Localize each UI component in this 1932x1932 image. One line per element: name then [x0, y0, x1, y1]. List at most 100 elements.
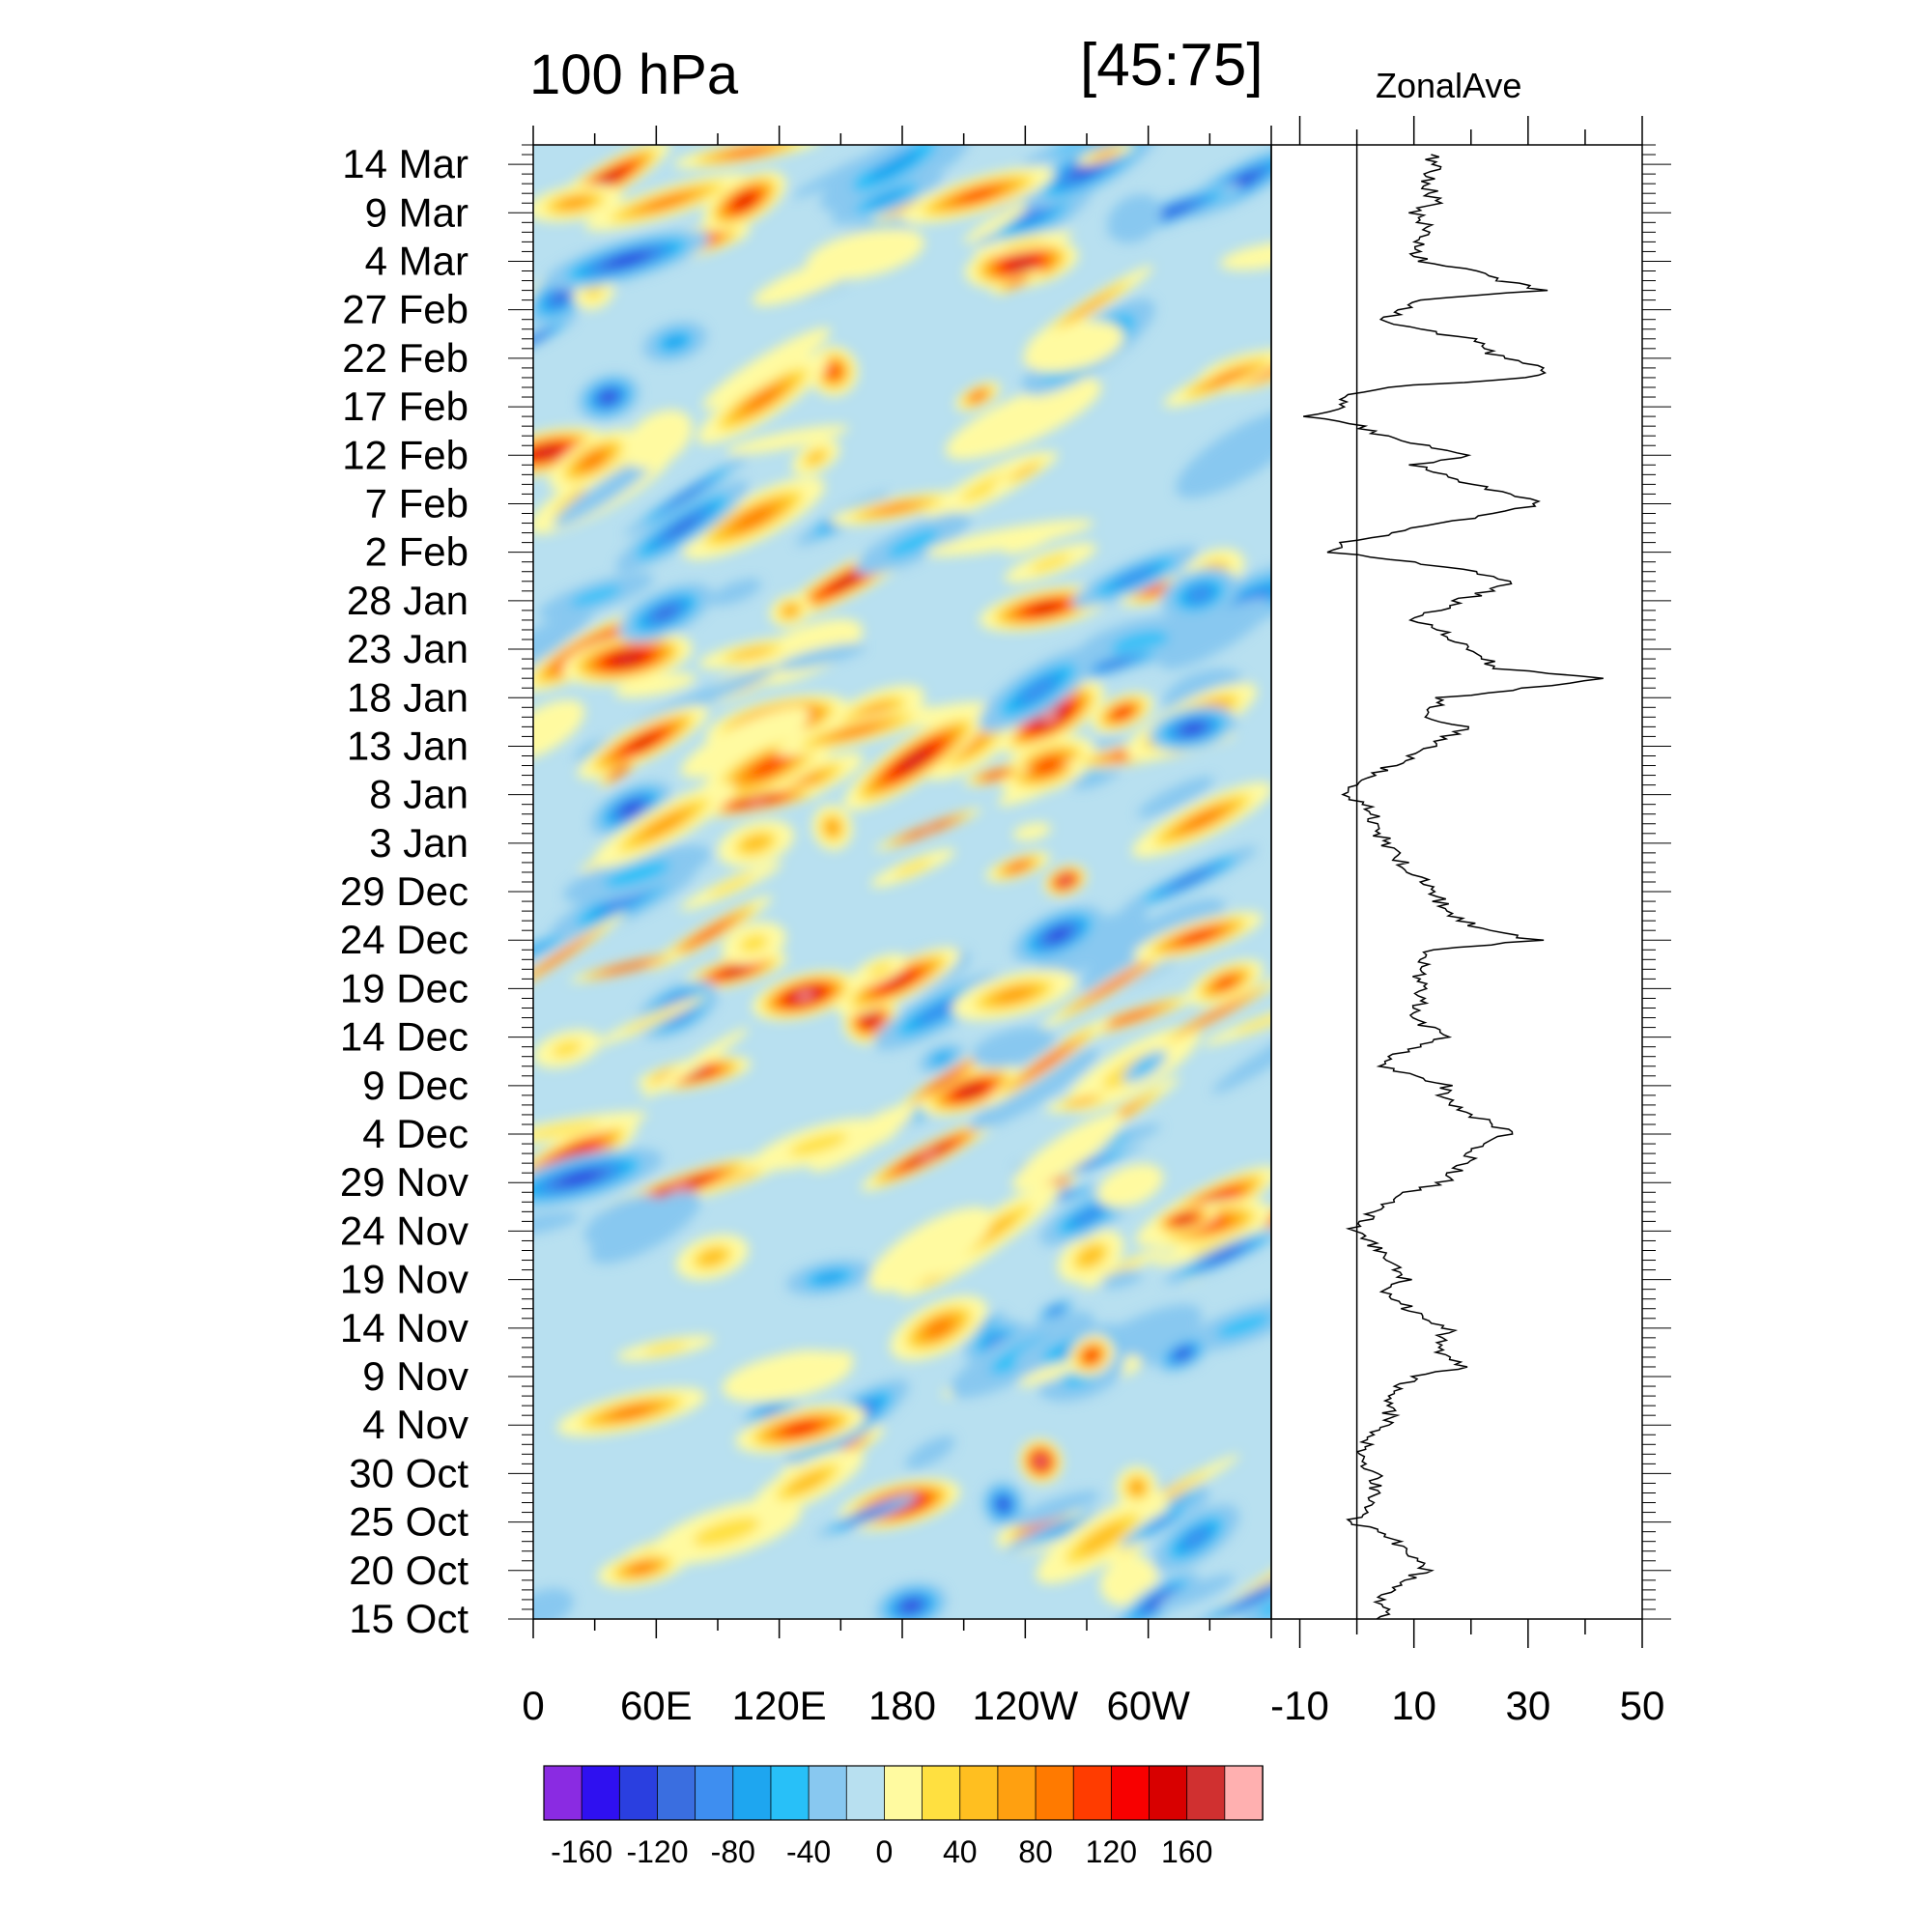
- colorbar-tick-label: -160: [551, 1834, 612, 1869]
- hovmoller-cell: [1211, 1249, 1237, 1262]
- hovmoller-cell: [570, 585, 622, 607]
- hovmoller-cell: [788, 1424, 813, 1434]
- hovmoller-cell: [1135, 1059, 1155, 1074]
- hovmoller-cell: [747, 388, 779, 411]
- colorbar-swatch: [732, 1765, 772, 1821]
- hovmoller-cell: [1177, 1350, 1189, 1358]
- hovmoller-cell: [1048, 928, 1068, 941]
- hovmoller-y-tick-label: 20 Oct: [349, 1548, 469, 1593]
- hovmoller-cell: [533, 607, 594, 688]
- hovmoller-cell: [545, 949, 571, 967]
- hovmoller-cell: [999, 1499, 1009, 1510]
- hovmoller-cell: [622, 803, 640, 815]
- hovmoller-y-tick-label: 29 Nov: [340, 1159, 469, 1205]
- hovmoller-y-tick-label: 24 Dec: [340, 917, 469, 962]
- hovmoller-cell: [632, 736, 655, 749]
- hovmoller-cell: [685, 1070, 703, 1077]
- hovmoller-cell: [926, 1320, 952, 1337]
- hovmoller-cell: [1010, 863, 1026, 870]
- hovmoller-cell: [1235, 1012, 1271, 1034]
- hovmoller-cell: [1216, 1314, 1271, 1338]
- chart-subtitle: [45:75]: [1080, 32, 1264, 99]
- hovmoller-cell: [789, 1132, 848, 1156]
- hovmoller-cell: [868, 149, 921, 182]
- hovmoller-cell: [797, 992, 812, 1000]
- hovmoller-cell: [736, 508, 772, 528]
- hovmoller-cell: [903, 1601, 920, 1611]
- hovmoller-x-tick-label: 120E: [732, 1683, 827, 1728]
- hovmoller-cell: [533, 1588, 574, 1619]
- hovmoller-cell: [584, 283, 604, 300]
- hovmoller-cell: [888, 976, 909, 987]
- colorbar-swatch: [618, 1765, 659, 1821]
- hovmoller-y-tick-label: 24 Nov: [340, 1208, 469, 1253]
- hovmoller-cell: [806, 228, 924, 280]
- hovmoller-cell: [838, 573, 861, 586]
- hovmoller-y-tick-label: 30 Oct: [349, 1450, 469, 1495]
- hovmoller-cell: [1071, 295, 1108, 319]
- zonal-average-x-tick-label: 30: [1505, 1683, 1550, 1728]
- hovmoller-cell: [604, 861, 670, 888]
- hovmoller-cell: [987, 1035, 1039, 1061]
- hovmoller-cell: [1234, 1033, 1271, 1080]
- colorbar-swatch: [1149, 1765, 1188, 1821]
- hovmoller-cell: [1217, 978, 1235, 988]
- hovmoller-x-tick-label: 60W: [1106, 1683, 1190, 1728]
- hovmoller-cell: [611, 1205, 680, 1250]
- hovmoller-cell: [784, 606, 797, 615]
- hovmoller-y-tick-label: 14 Dec: [340, 1014, 469, 1060]
- hovmoller-cell: [1173, 871, 1207, 888]
- hovmoller-cell: [925, 519, 1094, 556]
- hovmoller-y-tick-label: 7 Feb: [365, 480, 469, 526]
- hovmoller-cell: [753, 758, 783, 776]
- hovmoller-cell: [697, 925, 722, 940]
- colorbar-tick-label: 40: [943, 1834, 978, 1869]
- zonal-average-x-tick-label: 50: [1620, 1683, 1665, 1728]
- hovmoller-cell: [560, 197, 588, 209]
- colorbar-tick-label: -80: [711, 1834, 755, 1869]
- hovmoller-cell: [1116, 708, 1128, 717]
- hovmoller-cell: [887, 529, 939, 558]
- hovmoller-cell: [533, 1122, 601, 1138]
- hovmoller-cell: [1030, 554, 1071, 572]
- hovmoller-cell: [1013, 464, 1037, 479]
- hovmoller-cell: [653, 606, 677, 620]
- hovmoller-x-axis: 0 60E 120E 180 120W 60W: [522, 126, 1272, 1728]
- hovmoller-cell: [747, 1360, 828, 1393]
- hovmoller-y-tick-label: 9 Dec: [362, 1063, 469, 1108]
- zonal-average-line: [1303, 154, 1604, 1620]
- hovmoller-cell: [1120, 1012, 1146, 1022]
- hovmoller-cell: [903, 752, 926, 768]
- hovmoller-y-tick-label: 18 Jan: [347, 674, 469, 720]
- hovmoller-cell: [705, 720, 785, 765]
- hovmoller-cell: [1002, 238, 1046, 249]
- hovmoller-cell: [1156, 1574, 1236, 1610]
- hovmoller-y-tick-label: 14 Nov: [340, 1305, 469, 1350]
- hovmoller-cell: [1137, 776, 1214, 818]
- hovmoller-cell: [533, 334, 543, 344]
- hovmoller-cell: [617, 654, 638, 664]
- colorbar-tick-label: -40: [786, 1834, 831, 1869]
- hovmoller-cell: [921, 826, 936, 833]
- hovmoller-y-tick-label: 4 Mar: [365, 238, 469, 283]
- hovmoller-cell: [1012, 1491, 1100, 1526]
- hovmoller-cell: [1188, 586, 1211, 603]
- hovmoller-cell: [1034, 604, 1056, 612]
- hovmoller-cell: [552, 1040, 582, 1058]
- zonal-average-x-axis: -10 10 30 50: [1270, 116, 1664, 1728]
- hovmoller-cell: [894, 859, 932, 877]
- hovmoller-cell: [933, 1053, 951, 1065]
- hovmoller-cell: [919, 1001, 956, 1023]
- hovmoller-cell: [788, 1470, 828, 1494]
- colorbar-swatch: [770, 1765, 810, 1821]
- hovmoller-cell: [937, 1073, 955, 1086]
- colorbar-swatch: [1110, 1765, 1151, 1821]
- hovmoller-cell: [533, 941, 553, 958]
- hovmoller-cell: [1148, 1595, 1166, 1608]
- hovmoller-cell: [641, 1027, 749, 1099]
- colorbar-swatch: [1186, 1765, 1226, 1821]
- hovmoller-cell: [1147, 586, 1163, 594]
- hovmoller-x-tick-label: 120W: [972, 1683, 1078, 1728]
- hovmoller-cell: [615, 770, 622, 776]
